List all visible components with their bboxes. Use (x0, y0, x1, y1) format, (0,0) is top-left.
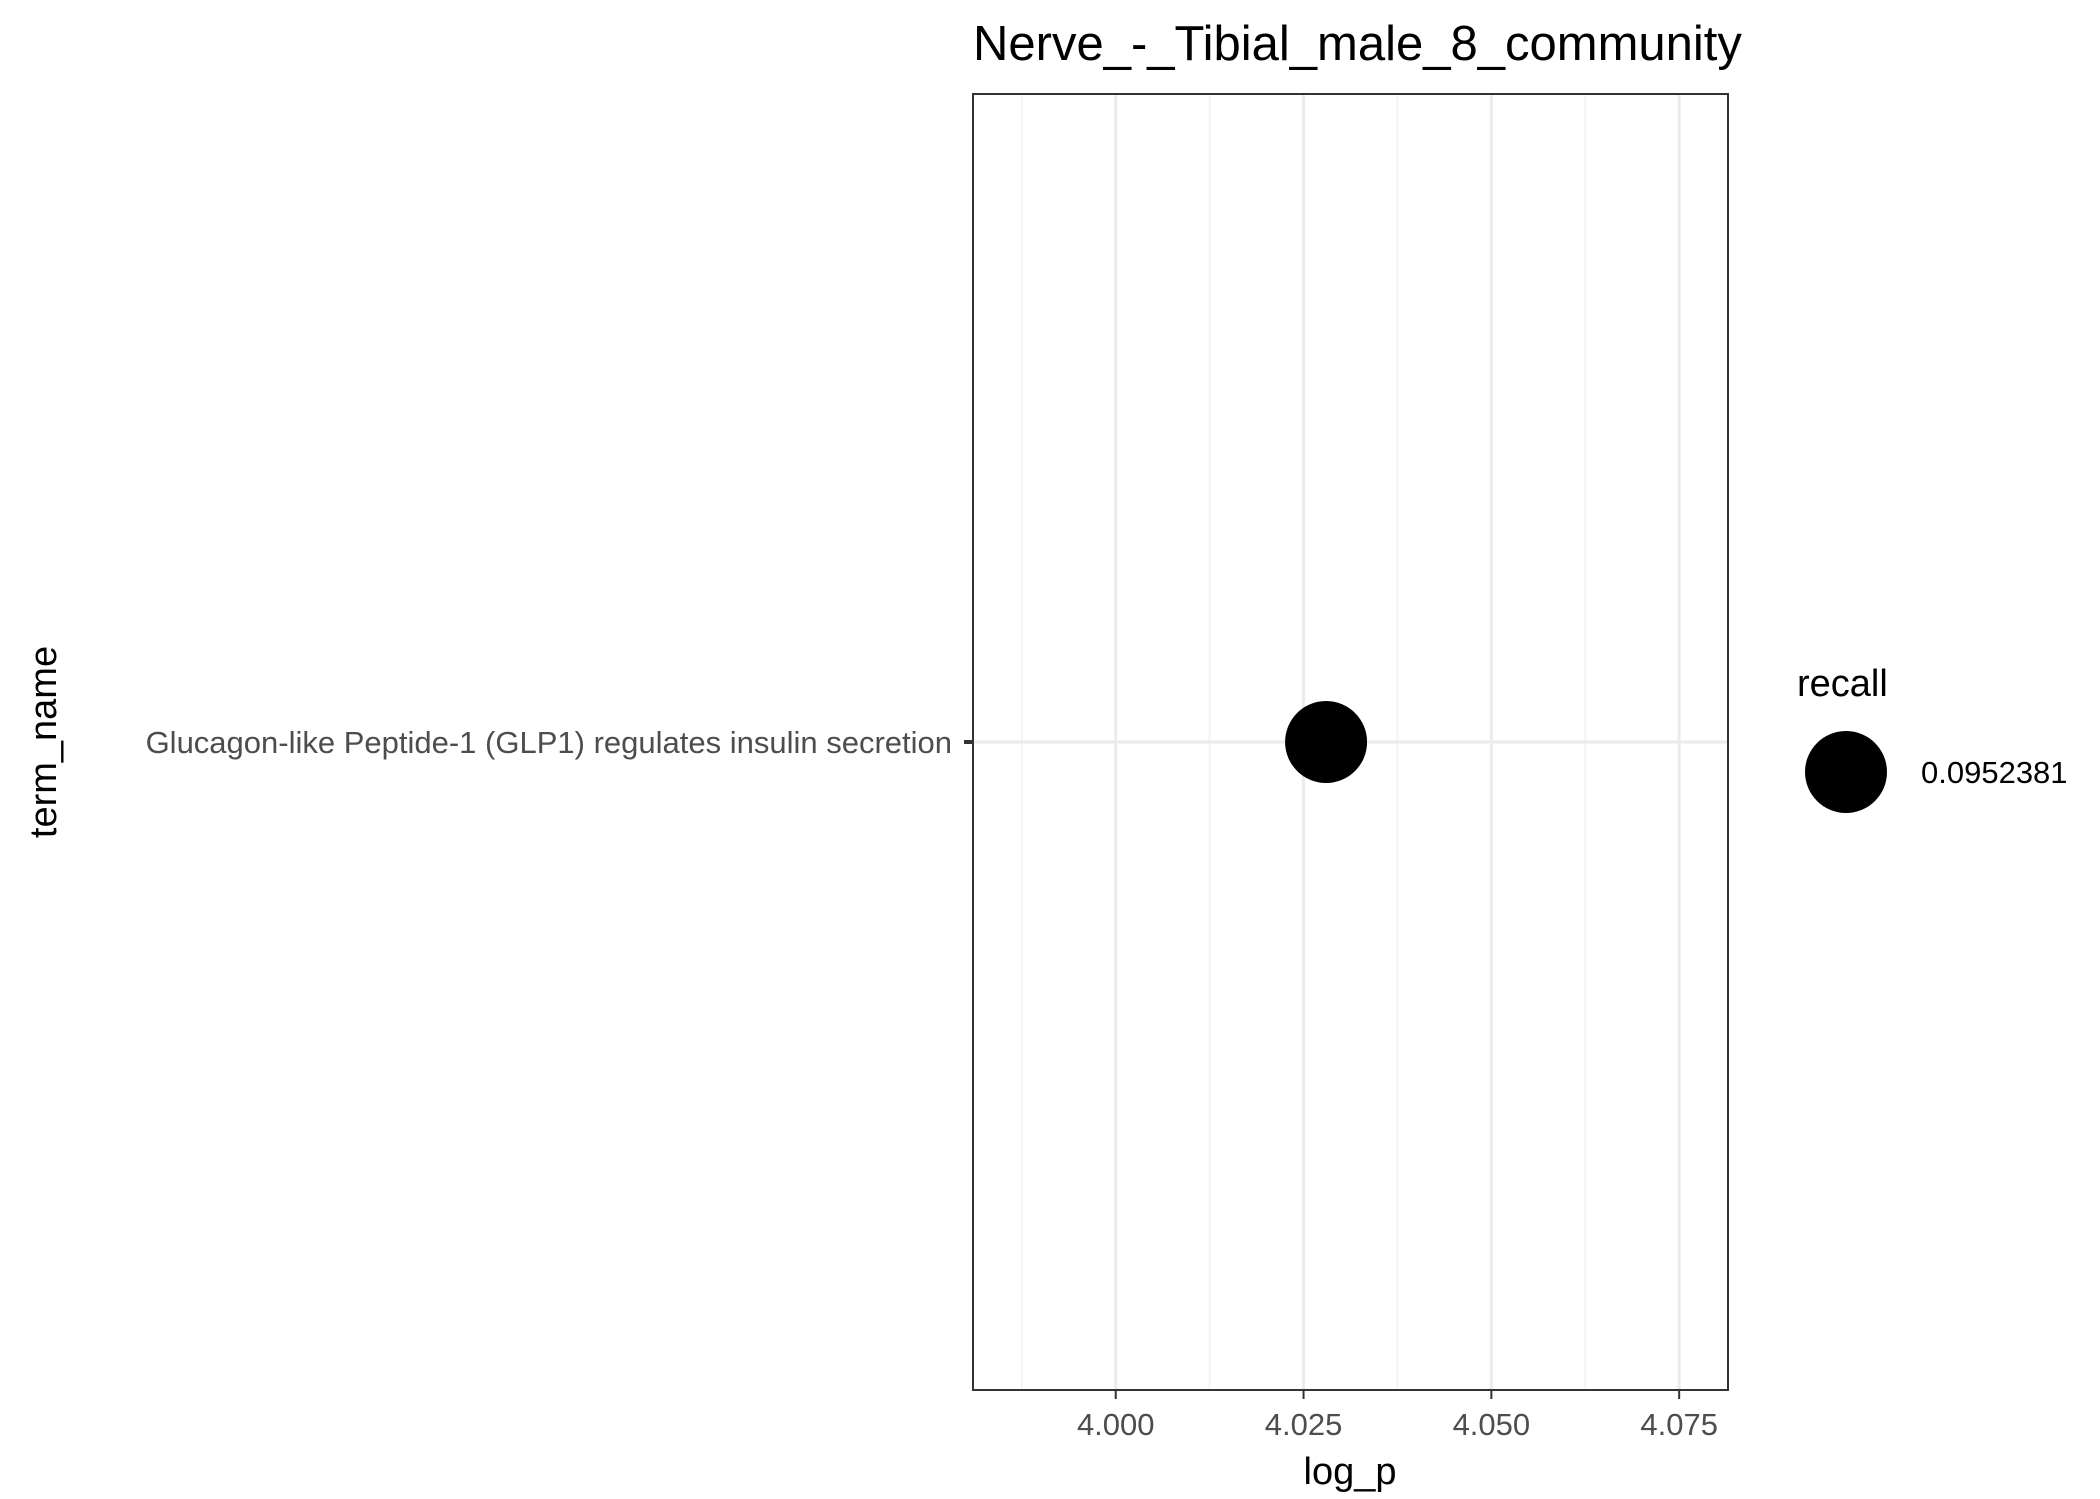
legend: recall 0.0952381 (1797, 663, 2068, 813)
x-axis-title: log_p (1304, 1451, 1397, 1493)
legend-title: recall (1797, 663, 1888, 705)
y-axis-title: term_name (23, 646, 65, 838)
x-tick-label: 4.075 (1640, 1407, 1718, 1442)
y-axis: Glucagon-like Peptide-1 (GLP1) regulates… (146, 725, 973, 760)
legend-key-label: 0.0952381 (1921, 755, 2068, 790)
data-point (1285, 701, 1368, 783)
x-tick-label: 4.050 (1453, 1407, 1531, 1442)
data-points (1285, 701, 1368, 783)
y-tick-label: Glucagon-like Peptide-1 (GLP1) regulates… (146, 725, 952, 760)
x-tick-label: 4.025 (1265, 1407, 1343, 1442)
x-tick-label: 4.000 (1077, 1407, 1155, 1442)
x-axis: 4.000 4.025 4.050 4.075 (1077, 1390, 1718, 1442)
legend-key-swatch (1805, 731, 1887, 813)
chart-title: Nerve_-_Tibial_male_8_community (973, 17, 1742, 71)
legend-keys: 0.0952381 (1805, 731, 2068, 813)
